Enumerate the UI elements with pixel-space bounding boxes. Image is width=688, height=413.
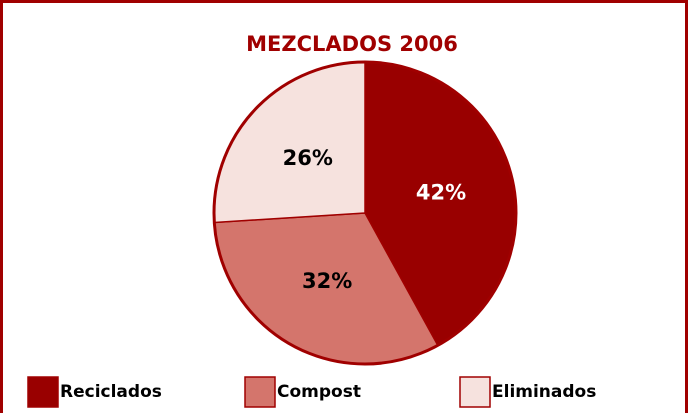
legend-label: Reciclados xyxy=(60,382,162,402)
legend-swatch xyxy=(27,376,59,408)
legend-swatch xyxy=(459,376,491,408)
data-label: 26% xyxy=(283,146,333,170)
data-label: 32% xyxy=(302,269,352,293)
legend-label: Eliminados xyxy=(492,382,596,402)
pie-outline xyxy=(212,60,518,366)
chart-title: MEZCLADOS 2006 xyxy=(246,32,458,56)
legend-label: Compost xyxy=(277,382,361,402)
data-label: 42% xyxy=(416,180,466,204)
legend-swatch xyxy=(244,376,276,408)
